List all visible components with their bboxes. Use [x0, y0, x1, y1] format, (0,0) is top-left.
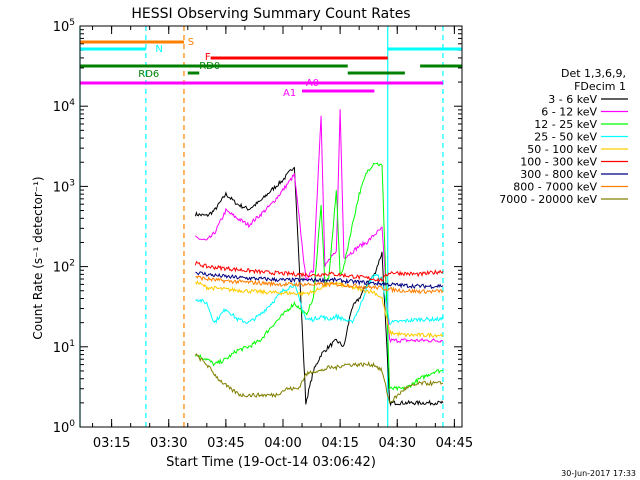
legend-label: 50 - 100 keV [527, 143, 597, 156]
footer-date: 30-Jun-2017 17:33 [561, 469, 636, 478]
legend-label: 25 - 50 keV [534, 131, 597, 144]
series-line-8 [195, 353, 443, 404]
series-line-0 [194, 166, 444, 407]
plot-frame [79, 25, 463, 428]
state-label-rd0: RD0 [199, 61, 220, 72]
y-tick-label: 105 [53, 18, 75, 35]
x-tick-label: 03:45 [207, 436, 244, 451]
legend-label: 7000 - 20000 keV [499, 193, 597, 206]
state-label-a1: A1 [283, 88, 296, 99]
state-label-s: S [188, 37, 194, 48]
x-tick-label: 03:30 [150, 436, 187, 451]
y-tick-label: 100 [53, 419, 76, 436]
y-axis-label: Count Rate (s⁻¹ detector⁻¹) [31, 176, 45, 339]
x-tick-label: 04:45 [436, 436, 473, 451]
series-line-3 [195, 273, 444, 325]
state-label-n: N [155, 44, 162, 55]
legend-label: 300 - 800 keV [520, 168, 597, 181]
x-tick-label: 03:15 [93, 436, 130, 451]
legend-header-line-2: FDecim 1 [574, 80, 626, 93]
y-tick-label: 102 [53, 259, 75, 276]
x-tick-label: 04:00 [264, 436, 301, 451]
series-line-2 [194, 162, 444, 392]
legend-label: 12 - 25 keV [534, 118, 597, 131]
legend-label: 800 - 7000 keV [513, 181, 597, 194]
state-label-a0: A0 [306, 78, 319, 89]
series-line-7 [195, 274, 444, 295]
series-line-1 [195, 109, 444, 344]
series-line-6 [195, 271, 444, 290]
legend-header-line-1: Det 1,3,6,9, [561, 67, 626, 80]
legend-label: 3 - 6 keV [548, 93, 597, 106]
series-line-5 [194, 260, 444, 283]
series-line-4 [194, 279, 444, 339]
chart-title: HESSI Observing Summary Count Rates [131, 6, 410, 22]
state-label-f: F [205, 52, 211, 63]
y-tick-label: 103 [53, 178, 75, 195]
state-label-rd6: RD6 [138, 69, 159, 80]
y-tick-label: 104 [53, 98, 76, 115]
y-tick-label: 101 [53, 339, 75, 356]
legend-label: 6 - 12 keV [541, 106, 597, 119]
legend-label: 100 - 300 keV [520, 156, 597, 169]
x-tick-label: 04:30 [379, 436, 416, 451]
plot-area: 100 101 102 103 104 105 03:15 03:30 03:45 04:00 04… [53, 18, 473, 451]
x-tick-label: 04:15 [321, 436, 358, 451]
x-axis-label: Start Time (19-Oct-14 03:06:42) [166, 455, 376, 470]
